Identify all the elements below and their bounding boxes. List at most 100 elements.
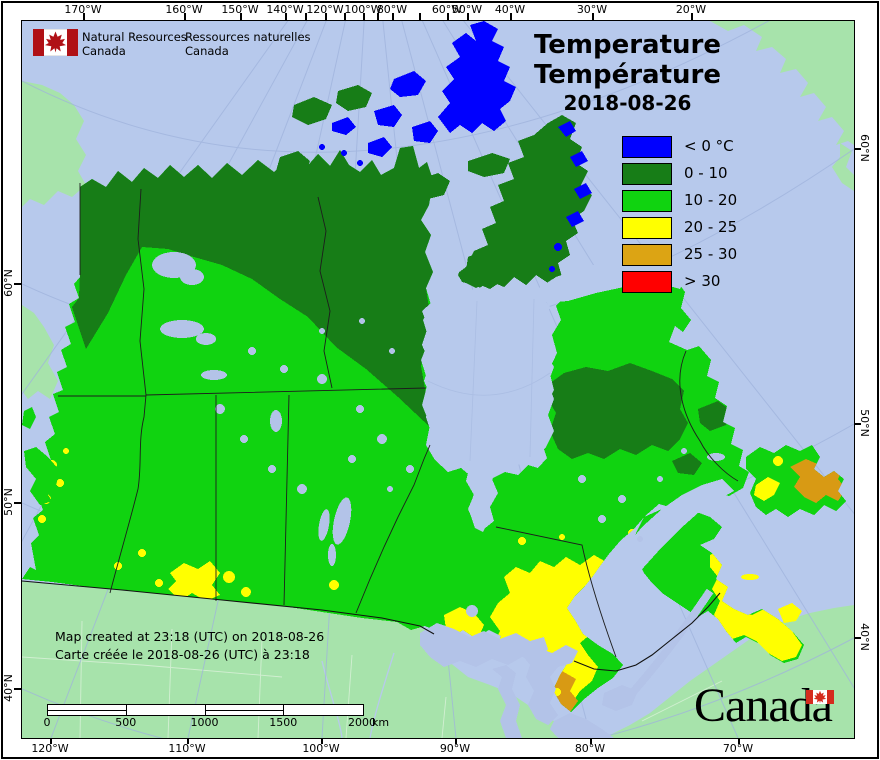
lake-michigan bbox=[492, 665, 522, 738]
map-title-fr: Température bbox=[533, 60, 721, 90]
tick-top bbox=[447, 13, 449, 20]
axis-label-top: 40°W bbox=[494, 3, 526, 16]
legend-swatch bbox=[622, 190, 672, 212]
zone-labrador-0-10-a bbox=[698, 401, 732, 431]
lake-superior bbox=[420, 623, 548, 667]
lakes bbox=[152, 252, 725, 738]
map-date: 2018-08-26 bbox=[563, 91, 692, 115]
map-title-block: Temperature Température 2018-08-26 bbox=[505, 30, 750, 116]
scale-bar-segment bbox=[127, 705, 206, 715]
canada-wordmark: Canada bbox=[694, 679, 833, 732]
legend-swatch bbox=[622, 136, 672, 158]
devon-island bbox=[468, 153, 510, 177]
tick-top bbox=[691, 13, 693, 20]
tick-top bbox=[392, 13, 394, 20]
scale-label: 500 bbox=[115, 716, 137, 729]
tick-bottom bbox=[50, 738, 52, 744]
tick-top-minor bbox=[344, 13, 346, 20]
tick-top bbox=[510, 13, 512, 20]
graticule-over-bay bbox=[427, 298, 551, 462]
scale-bar bbox=[47, 704, 364, 716]
axis-label-top: 50°W bbox=[451, 3, 483, 16]
axis-label-top: 160°W bbox=[165, 3, 203, 16]
tick-top bbox=[240, 13, 242, 20]
legend-swatch bbox=[622, 244, 672, 266]
axis-label-bottom: 80°W bbox=[574, 742, 606, 755]
legend-label: 25 - 30 bbox=[684, 245, 738, 263]
vancouver-island bbox=[24, 447, 60, 505]
tick-top bbox=[467, 13, 469, 20]
cape-breton bbox=[778, 603, 802, 623]
dept-en-line2: Canada bbox=[82, 43, 126, 58]
hudson-strait bbox=[528, 255, 686, 303]
tick-right bbox=[854, 148, 861, 150]
st-lawrence-river bbox=[630, 588, 714, 694]
wordmark-flag-icon bbox=[806, 690, 834, 704]
dept-name-fr: Ressources naturelles Canada bbox=[185, 30, 311, 58]
axis-label-bottom: 100°W bbox=[302, 742, 340, 755]
bays bbox=[422, 255, 734, 581]
axis-label-top: 170°W bbox=[64, 3, 102, 16]
greenland-south bbox=[832, 143, 854, 191]
tick-top bbox=[592, 13, 594, 20]
creation-note-en: Map created at 23:18 (UTC) on 2018-08-26 bbox=[55, 629, 325, 644]
victoria-island bbox=[318, 193, 392, 253]
axis-label-bottom: 110°W bbox=[168, 742, 206, 755]
melville-island bbox=[292, 97, 332, 125]
legend-swatch bbox=[622, 271, 672, 293]
dept-en-line1: Natural Resources bbox=[82, 30, 187, 44]
map-frame bbox=[21, 20, 855, 739]
axis-label-bottom: 120°W bbox=[31, 742, 69, 755]
legend-label: > 30 bbox=[684, 272, 721, 290]
newfoundland-20-25 bbox=[754, 477, 780, 501]
foxe-basin bbox=[434, 255, 464, 291]
zone-quebec-0-10 bbox=[542, 363, 688, 459]
st-lawrence-estuary bbox=[620, 479, 734, 581]
prince-patrick-island bbox=[336, 85, 372, 111]
scale-label: 0 bbox=[43, 716, 51, 729]
axis-label-top: 120°W bbox=[306, 3, 344, 16]
tick-top bbox=[325, 13, 327, 20]
scale-bar-segment bbox=[205, 705, 285, 715]
axis-label-top: 30°W bbox=[576, 3, 608, 16]
smallwood-reservoir bbox=[707, 453, 725, 461]
tick-bottom bbox=[590, 738, 592, 744]
dept-name-en: Natural Resources Canada bbox=[82, 30, 187, 58]
dept-fr-line2: Canada bbox=[185, 43, 229, 58]
scale-label: 1500 bbox=[269, 716, 298, 729]
axis-label-top: 140°W bbox=[266, 3, 304, 16]
arctic-islands-below-0 bbox=[319, 21, 592, 272]
tick-top-minor bbox=[419, 13, 421, 20]
banks-island bbox=[276, 151, 314, 209]
creation-notes: Map created at 23:18 (UTC) on 2018-08-26… bbox=[55, 628, 324, 664]
tick-bottom bbox=[455, 738, 457, 744]
tick-bottom bbox=[738, 738, 740, 744]
tick-top-minor bbox=[305, 13, 307, 20]
pei-island bbox=[741, 574, 759, 580]
tick-top bbox=[363, 13, 365, 20]
map-title-en: Temperature bbox=[533, 30, 721, 60]
tick-bottom bbox=[321, 738, 323, 744]
james-bay bbox=[466, 459, 498, 529]
legend-swatch bbox=[622, 217, 672, 239]
legend-label: 0 - 10 bbox=[684, 164, 728, 182]
lake-winnipeg bbox=[332, 497, 352, 545]
province-borders bbox=[58, 183, 739, 658]
maple-leaf-icon bbox=[45, 31, 66, 53]
tick-top bbox=[184, 13, 186, 20]
tick-left bbox=[14, 283, 21, 285]
tick-right bbox=[854, 423, 861, 425]
scale-bar-segment bbox=[48, 705, 127, 715]
lake-athabasca bbox=[201, 370, 227, 380]
axis-label-top: 60°W bbox=[431, 3, 463, 16]
canada-us-border bbox=[22, 580, 721, 672]
lake-erie bbox=[550, 713, 614, 738]
us-state-lines bbox=[22, 620, 723, 738]
scale-label: 2000 bbox=[348, 716, 376, 729]
tick-top-minor bbox=[377, 13, 379, 20]
dept-fr-line1: Ressources naturelles bbox=[185, 30, 311, 44]
axis-label-top: 80°W bbox=[376, 3, 408, 16]
alaska-land bbox=[22, 81, 86, 207]
haida-gwaii bbox=[22, 407, 36, 429]
creation-note-fr: Carte créée le 2018-08-26 (UTC) à 23:18 bbox=[55, 647, 310, 662]
